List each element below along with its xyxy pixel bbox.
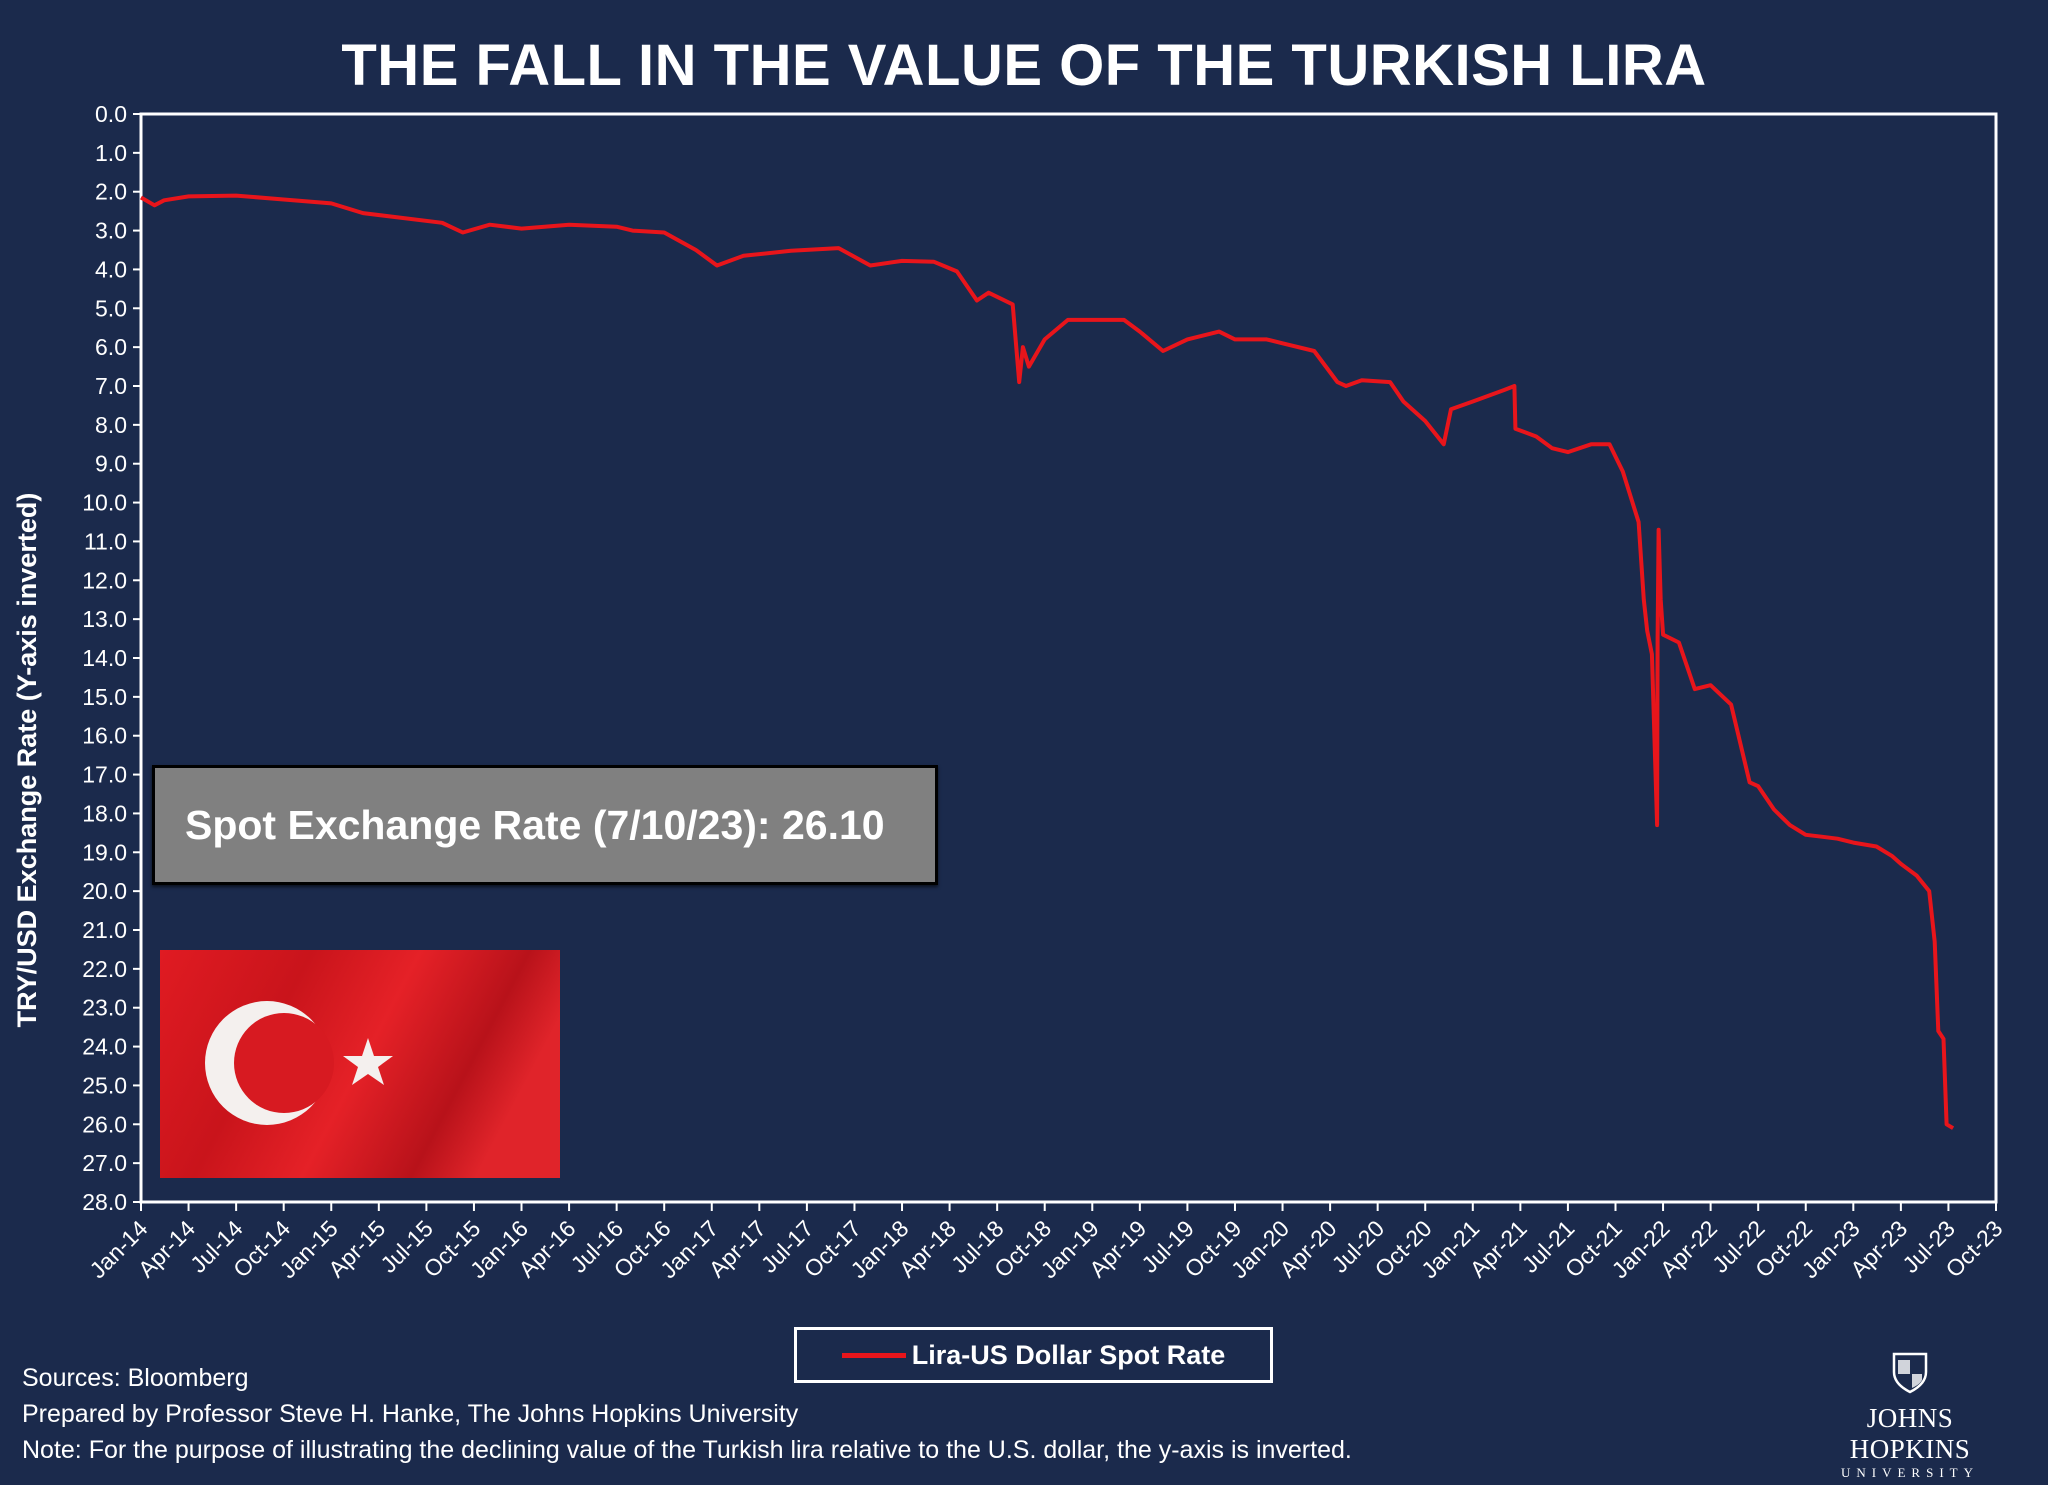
y-tick-label: 3.0: [95, 218, 127, 244]
y-tick-label: 4.0: [95, 256, 127, 282]
y-tick-label: 22.0: [82, 956, 127, 982]
y-axis-ticks: 0.0 1.0 2.0 3.0 4.0 5.0 6.0 7.0 8.0 9.0 10.0 11.0 12…: [82, 101, 141, 1215]
y-tick-label: 10.0: [82, 490, 127, 516]
legend-swatch: [841, 1352, 906, 1358]
y-tick-label: 24.0: [82, 1034, 127, 1060]
flag-star-icon: [343, 1038, 393, 1085]
footer-prepared-by: Prepared by Professor Steve H. Hanke, Th…: [22, 1400, 799, 1428]
y-tick-label: 7.0: [95, 373, 127, 399]
y-tick-label: 2.0: [95, 179, 127, 205]
jhu-shield-icon: [1892, 1352, 1928, 1394]
legend-label: Lira-US Dollar Spot Rate: [911, 1339, 1226, 1370]
y-tick-label: 9.0: [95, 451, 127, 477]
y-tick-label: 13.0: [82, 606, 127, 632]
turkish-flag-image: [160, 950, 560, 1178]
y-tick-label: 18.0: [82, 800, 127, 826]
y-tick-label: 23.0: [82, 995, 127, 1021]
annotation-box: Spot Exchange Rate (7/10/23): 26.10: [152, 765, 938, 885]
y-tick-label: 21.0: [82, 917, 127, 943]
x-axis-ticks: Jan-14Apr-14Jul-14Oct-14Jan-15Apr-15Jul-…: [84, 1202, 2008, 1283]
y-tick-label: 28.0: [82, 1189, 127, 1215]
y-tick-label: 27.0: [82, 1150, 127, 1176]
y-tick-label: 8.0: [95, 412, 127, 438]
footer-note: Note: For the purpose of illustrating th…: [22, 1436, 1352, 1464]
y-tick-label: 6.0: [95, 334, 127, 360]
y-tick-label: 11.0: [84, 528, 127, 554]
y-tick-label: 19.0: [82, 839, 127, 865]
y-tick-label: 17.0: [82, 762, 127, 788]
y-tick-label: 16.0: [82, 723, 127, 749]
jhu-name: JOHNS HOPKINS: [1849, 1403, 1971, 1464]
y-tick-label: 1.0: [95, 140, 127, 166]
jhu-logo: JOHNS HOPKINS UNIVERSITY: [1810, 1350, 2010, 1481]
jhu-subtitle: UNIVERSITY: [1841, 1465, 1979, 1480]
y-tick-label: 20.0: [82, 878, 127, 904]
y-tick-label: 25.0: [82, 1072, 127, 1098]
legend: Lira-US Dollar Spot Rate: [794, 1327, 1273, 1383]
y-tick-label: 15.0: [82, 684, 127, 710]
plot-area-frame: [139, 112, 1998, 1204]
footer-sources: Sources: Bloomberg: [22, 1364, 249, 1392]
y-tick-label: 14.0: [82, 645, 127, 671]
y-tick-label: 12.0: [82, 567, 127, 593]
y-tick-label: 26.0: [82, 1111, 127, 1137]
y-tick-label: 0.0: [95, 101, 127, 127]
series-line-lira-usd: [139, 193, 1955, 1130]
y-tick-label: 5.0: [95, 295, 127, 321]
chart-title: THE FALL IN THE VALUE OF THE TURKISH LIR…: [341, 33, 1707, 98]
